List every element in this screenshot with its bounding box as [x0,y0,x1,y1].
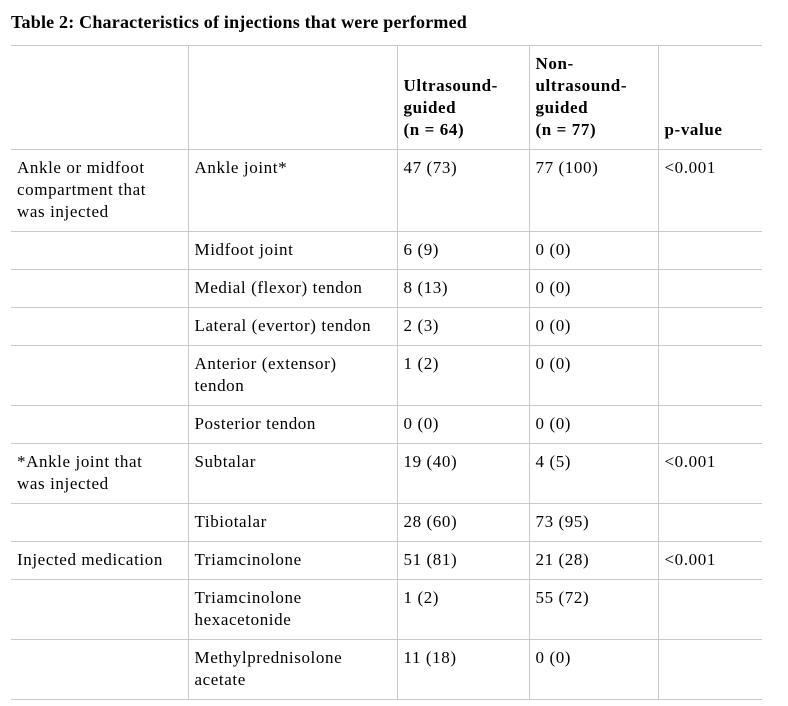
table-cell-r11c4: 0 (0) [528,639,658,700]
table-cell-r1c2: Ankle joint* [187,149,397,232]
table-row: Medial (flexor) tendon 8 (13) 0 (0) [11,269,762,308]
table-cell-r4c2: Lateral (evertor) tendon [187,307,397,346]
injection-characteristics-table: Ultrasound- guided (n = 64) Non- ultraso… [11,45,762,700]
table-cell-r8c4: 73 (95) [528,503,658,542]
table-cell-r7c2: Subtalar [187,443,397,504]
header-cell-p-value: p-value [657,45,762,150]
table-cell-r10c1 [11,579,188,640]
table-cell-r2c1 [11,231,188,270]
table-cell-r5c1 [11,345,188,406]
table-cell-r8c5 [657,503,762,542]
table-cell-r11c5 [657,639,762,700]
table-cell-r8c3: 28 (60) [396,503,529,542]
table-row: Posterior tendon 0 (0) 0 (0) [11,405,762,444]
table-cell-r6c5 [657,405,762,444]
table-cell-r4c3: 2 (3) [396,307,529,346]
table-cell-r3c5 [657,269,762,308]
table-cell-r4c1 [11,307,188,346]
table-cell-r3c2: Medial (flexor) tendon [187,269,397,308]
table-caption: Table 2: Characteristics of injections t… [11,12,468,32]
header-cell-non-ultrasound-guided: Non- ultrasound- guided (n = 77) [528,45,658,150]
table-cell-r9c2: Triamcinolone [187,541,397,580]
table-cell-r9c1: Injected medication [11,541,188,580]
table-cell-r9c5: <0.001 [657,541,762,580]
table-cell-r7c5: <0.001 [657,443,762,504]
table-cell-r1c3: 47 (73) [396,149,529,232]
table-cell-r6c2: Posterior tendon [187,405,397,444]
table-cell-r6c3: 0 (0) [396,405,529,444]
table-cell-r11c2: Methylprednisolone acetate [187,639,397,700]
table-cell-r7c1: *Ankle joint that was injected [11,443,188,504]
table-cell-r6c4: 0 (0) [528,405,658,444]
table-row: Methylprednisolone acetate 11 (18) 0 (0) [11,639,762,700]
table-cell-r2c5 [657,231,762,270]
table-cell-r9c3: 51 (81) [396,541,529,580]
table-row: Midfoot joint 6 (9) 0 (0) [11,231,762,270]
table-cell-r5c2: Anterior (extensor) tendon [187,345,397,406]
table-cell-r10c4: 55 (72) [528,579,658,640]
table-cell-r1c4: 77 (100) [528,149,658,232]
table-cell-r2c4: 0 (0) [528,231,658,270]
table-cell-r10c5 [657,579,762,640]
table-row: Tibiotalar 28 (60) 73 (95) [11,503,762,542]
table-cell-r10c3: 1 (2) [396,579,529,640]
table-row: Anterior (extensor) tendon 1 (2) 0 (0) [11,345,762,406]
table-row: Injected medication Triamcinolone 51 (81) 2… [11,541,762,580]
table-row: Lateral (evertor) tendon 2 (3) 0 (0) [11,307,762,346]
table-cell-r9c4: 21 (28) [528,541,658,580]
table-row: Triamcinolone hexacetonide 1 (2) 55 (72) [11,579,762,640]
table-cell-r5c5 [657,345,762,406]
table-cell-r1c1: Ankle or midfoot compartment that was in… [11,149,188,232]
table-cell-r3c4: 0 (0) [528,269,658,308]
table-body: Ankle or midfoot compartment that was in… [11,149,762,700]
table-cell-r6c1 [11,405,188,444]
header-cell-blank-2 [187,45,397,150]
table-row: *Ankle joint that was injected Subtalar 19… [11,443,762,504]
table-cell-r7c3: 19 (40) [396,443,529,504]
table-cell-r4c5 [657,307,762,346]
table-cell-r4c4: 0 (0) [528,307,658,346]
table-cell-r1c5: <0.001 [657,149,762,232]
table-cell-r8c2: Tibiotalar [187,503,397,542]
table-cell-r5c3: 1 (2) [396,345,529,406]
table-row: Ankle or midfoot compartment that was in… [11,149,762,232]
table-cell-r3c1 [11,269,188,308]
header-cell-ultrasound-guided: Ultrasound- guided (n = 64) [396,45,529,150]
table-cell-r11c1 [11,639,188,700]
header-cell-blank-1 [11,45,188,150]
table-cell-r8c1 [11,503,188,542]
document-page: Table 2: Characteristics of injections t… [0,9,788,706]
table-cell-r10c2: Triamcinolone hexacetonide [187,579,397,640]
table-cell-r3c3: 8 (13) [396,269,529,308]
table-cell-r11c3: 11 (18) [396,639,529,700]
table-cell-r2c2: Midfoot joint [187,231,397,270]
header-row: Ultrasound- guided (n = 64) Non- ultraso… [11,45,762,150]
table-cell-r7c4: 4 (5) [528,443,658,504]
table-cell-r2c3: 6 (9) [396,231,529,270]
table-cell-r5c4: 0 (0) [528,345,658,406]
